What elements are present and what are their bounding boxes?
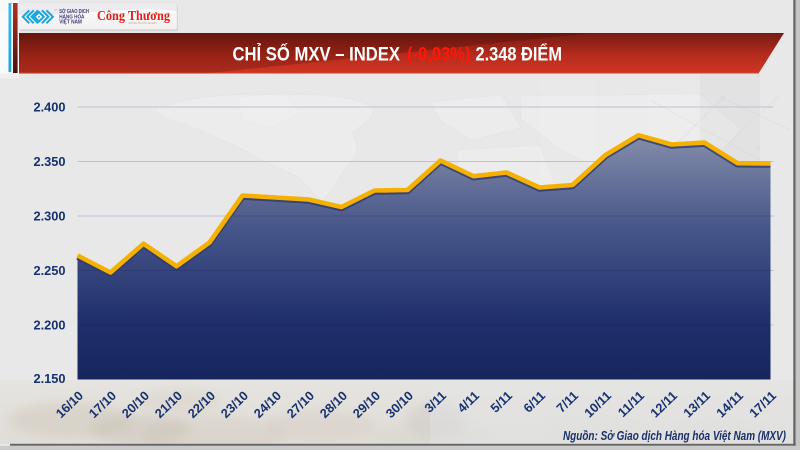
svg-text:™: ™ [54,9,57,13]
svg-text:2.250: 2.250 [33,263,65,278]
svg-text:CHỈ SỐ MXV – INDEX: CHỈ SỐ MXV – INDEX [233,44,401,66]
svg-text:Công Thương: Công Thương [97,9,170,24]
svg-text:2.348 ĐIỂM: 2.348 ĐIỂM [476,44,563,66]
svg-text:VIỆT NAM: VIỆT NAM [59,17,82,25]
svg-text:SỞ GIAO DỊCH: SỞ GIAO DỊCH [59,8,89,15]
svg-text:NHỮNG NGƯỜI LÀM BÁO: NHỮNG NGƯỜI LÀM BÁO [129,22,158,25]
svg-text:HÀNG HÓA: HÀNG HÓA [59,12,84,20]
svg-text:Nguồn: Sở Giao dịch Hàng hóa V: Nguồn: Sở Giao dịch Hàng hóa Việt Nam (M… [563,429,786,443]
svg-text:2.350: 2.350 [33,154,65,169]
svg-text:2.300: 2.300 [33,208,65,223]
svg-text:(-0,03%): (-0,03%) [407,45,471,66]
svg-text:2.150: 2.150 [33,371,65,386]
svg-text:2.400: 2.400 [33,99,65,114]
svg-text:2.200: 2.200 [33,317,65,332]
